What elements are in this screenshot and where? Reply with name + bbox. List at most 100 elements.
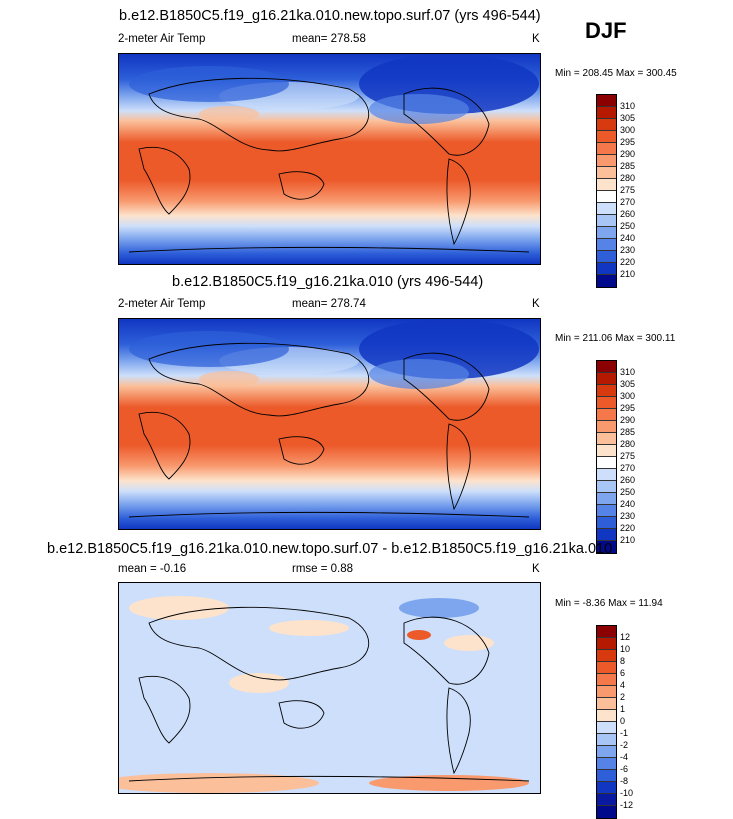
colorbar-swatch [597,251,616,263]
colorbar-swatch [597,638,616,650]
colorbar-swatch [597,107,616,119]
colorbar-swatch [597,421,616,433]
colorbar-swatch [597,203,616,215]
panel-3-mean-label: mean = -0.16 [118,563,187,575]
colorbar-tick-label: -6 [620,764,629,774]
colorbar-tick-label: -12 [620,800,634,810]
colorbar-swatch [597,143,616,155]
panel-2-map-plot [119,319,540,529]
colorbar-tick-label: 310 [620,367,636,377]
colorbar-swatch [597,758,616,770]
colorbar-tick-label: -4 [620,752,629,762]
colorbar-swatch [597,119,616,131]
panel-3-colorbar-swatches [596,625,617,819]
colorbar-swatch [597,734,616,746]
colorbar-tick-label: 8 [620,656,626,666]
colorbar-swatch [597,710,616,722]
panel-2-map [118,318,541,530]
panel-1-mean-label: mean= 278.58 [292,33,366,45]
colorbar-tick-label: 305 [620,379,636,389]
colorbar-tick-label: 260 [620,475,636,485]
colorbar-tick-label: 285 [620,161,636,171]
colorbar-swatch [597,541,616,553]
panel-1-minmax: Min = 208.45 Max = 300.45 [555,68,677,79]
colorbar-swatch [597,529,616,541]
panel-2-colorbar-swatches [596,360,617,554]
colorbar-swatch [597,626,616,638]
colorbar-swatch [597,746,616,758]
colorbar-tick-label: 275 [620,185,636,195]
colorbar-swatch [597,215,616,227]
panel-3-minmax: Min = -8.36 Max = 11.94 [555,598,663,609]
colorbar-swatch [597,385,616,397]
colorbar-swatch [597,722,616,734]
colorbar-tick-label: 230 [620,511,636,521]
colorbar-swatch [597,131,616,143]
panel-3-title: b.e12.B1850C5.f19_g16.21ka.010.new.topo.… [47,541,613,557]
panel-2-title: b.e12.B1850C5.f19_g16.21ka.010 (yrs 496-… [172,274,484,290]
colorbar-tick-label: -8 [620,776,629,786]
panel-1-variable-label: 2-meter Air Temp [118,33,206,45]
colorbar-swatch [597,505,616,517]
colorbar-swatch [597,409,616,421]
season-label: DJF [585,18,627,43]
colorbar-tick-label: 270 [620,197,636,207]
colorbar-swatch [597,263,616,275]
panel-3-rmse-label: rmse = 0.88 [292,563,354,575]
colorbar-tick-label: 10 [620,644,631,654]
colorbar-swatch [597,782,616,794]
colorbar-tick-label: 290 [620,149,636,159]
colorbar-swatch [597,662,616,674]
colorbar-tick-label: 210 [620,269,636,279]
colorbar-tick-label: 240 [620,499,636,509]
colorbar-tick-label: -2 [620,740,629,750]
colorbar-tick-label: 250 [620,221,636,231]
panel-3-units-label: K [532,563,540,575]
panel-1-colorbar-swatches [596,94,617,288]
colorbar-tick-label: 210 [620,535,636,545]
colorbar-swatch [597,650,616,662]
colorbar-swatch [597,275,616,287]
colorbar-tick-label: 250 [620,487,636,497]
colorbar-swatch [597,794,616,806]
colorbar-tick-label: -1 [620,728,629,738]
colorbar-tick-label: 230 [620,245,636,255]
panel-2-minmax: Min = 211.06 Max = 300.11 [555,333,676,344]
colorbar-tick-label: 295 [620,403,636,413]
panel-1-title: b.e12.B1850C5.f19_g16.21ka.010.new.topo.… [119,8,541,24]
colorbar-swatch [597,167,616,179]
colorbar-tick-label: 0 [620,716,626,726]
colorbar-tick-label: 300 [620,391,636,401]
panel-1-map [118,53,541,265]
colorbar-tick-label: 6 [620,668,626,678]
colorbar-tick-label: 240 [620,233,636,243]
colorbar-tick-label: 220 [620,257,636,267]
colorbar-swatch [597,674,616,686]
colorbar-swatch [597,373,616,385]
panel-1-units-label: K [532,33,540,45]
colorbar-swatch [597,806,616,818]
colorbar-swatch [597,445,616,457]
colorbar-swatch [597,155,616,167]
colorbar-swatch [597,469,616,481]
colorbar-tick-label: 285 [620,427,636,437]
colorbar-swatch [597,481,616,493]
colorbar-swatch [597,95,616,107]
colorbar-tick-label: 4 [620,680,626,690]
colorbar-tick-label: 310 [620,101,636,111]
colorbar-swatch [597,191,616,203]
panel-2-mean-label: mean= 278.74 [292,298,366,310]
colorbar-tick-label: 270 [620,463,636,473]
colorbar-tick-label: 1 [620,704,626,714]
colorbar-tick-label: 280 [620,439,636,449]
panel-2-units-label: K [532,298,540,310]
colorbar-tick-label: 12 [620,632,631,642]
colorbar-swatch [597,698,616,710]
colorbar-tick-label: 280 [620,173,636,183]
colorbar-swatch [597,433,616,445]
colorbar-swatch [597,361,616,373]
colorbar-tick-label: 300 [620,125,636,135]
colorbar-swatch [597,770,616,782]
colorbar-swatch [597,239,616,251]
colorbar-tick-label: 305 [620,113,636,123]
